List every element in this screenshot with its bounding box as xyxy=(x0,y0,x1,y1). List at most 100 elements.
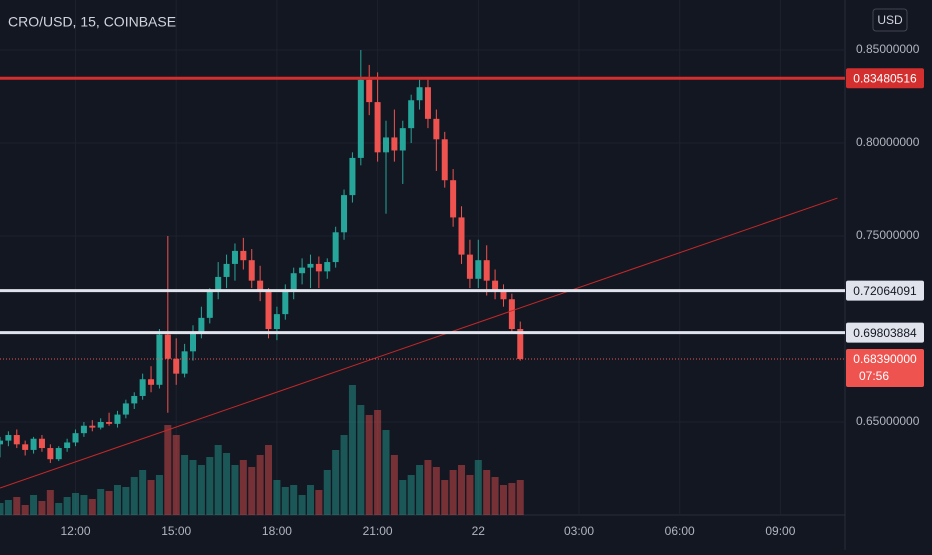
volume-bar xyxy=(357,405,365,515)
candle-body xyxy=(106,422,113,424)
currency-label[interactable]: USD xyxy=(877,13,903,27)
candle-body xyxy=(198,317,205,333)
currency-button[interactable] xyxy=(872,8,908,32)
candle-body xyxy=(458,217,465,255)
volume-bar xyxy=(340,435,348,515)
candle-body xyxy=(307,263,314,268)
grid xyxy=(0,0,845,515)
volume-bar xyxy=(38,501,46,515)
candle-body xyxy=(257,280,264,292)
volume-bar xyxy=(424,460,432,515)
volume-bar xyxy=(172,435,180,515)
candle-body xyxy=(64,442,71,449)
volume-bar xyxy=(30,495,38,515)
volume-bar xyxy=(248,467,256,515)
candle-body xyxy=(231,250,238,264)
volume-bar xyxy=(441,480,449,515)
volume-bar xyxy=(374,410,382,515)
candle-body xyxy=(206,291,213,318)
volume-bar xyxy=(139,470,147,515)
candle-body xyxy=(424,87,431,119)
y-tick-label: 0.80000000 xyxy=(856,135,920,149)
line-layer xyxy=(0,76,845,489)
volume-bar xyxy=(231,465,239,515)
volume-bar xyxy=(72,493,80,515)
candle-body xyxy=(466,254,473,279)
price-label-box xyxy=(846,322,924,343)
candle-body xyxy=(173,358,180,374)
candle-body xyxy=(114,414,121,424)
volume-bar xyxy=(97,489,105,515)
volume-bar xyxy=(382,430,390,515)
candle-body xyxy=(324,262,331,272)
candle-body xyxy=(148,379,155,385)
price-label-box xyxy=(846,280,924,301)
volume-layer xyxy=(0,385,524,515)
x-tick-label: 22 xyxy=(472,524,486,538)
candle-body xyxy=(282,291,289,315)
volume-bar xyxy=(332,450,340,515)
volume-bar xyxy=(432,467,440,515)
volume-bar xyxy=(474,460,482,515)
volume-bar xyxy=(499,485,507,515)
chart-title: CRO/USD, 15, COINBASE xyxy=(8,14,176,30)
price-label: 0.83480516 xyxy=(853,71,917,85)
candle-body xyxy=(122,403,129,415)
volume-bar xyxy=(399,480,407,515)
volume-bar xyxy=(390,455,398,515)
candle-body xyxy=(341,195,348,233)
candle-body xyxy=(22,444,29,450)
candle-body xyxy=(349,157,356,196)
candle-body xyxy=(273,314,280,330)
candle-body xyxy=(240,250,247,261)
y-tick-label: 0.85000000 xyxy=(856,42,920,56)
candle-body xyxy=(357,79,364,158)
volume-bar xyxy=(122,487,130,515)
candle-body xyxy=(290,273,297,292)
candle-body xyxy=(399,128,406,151)
candle-body xyxy=(189,332,196,352)
candle-body xyxy=(223,263,230,277)
volume-bar xyxy=(13,497,21,515)
candle-body xyxy=(366,79,373,103)
volume-bar xyxy=(4,500,12,515)
volume-bar xyxy=(214,445,222,515)
candle-body xyxy=(215,276,222,292)
x-tick-label: 03:00 xyxy=(564,524,594,538)
volume-bar xyxy=(239,460,247,515)
candle-body xyxy=(441,139,448,181)
candle-body xyxy=(492,280,499,290)
volume-bar xyxy=(46,490,54,515)
volume-bar xyxy=(315,490,323,515)
candle-body xyxy=(483,260,490,281)
volume-bar xyxy=(130,477,138,515)
x-tick-label: 21:00 xyxy=(363,524,393,538)
candle-body xyxy=(475,260,482,279)
candle-body xyxy=(164,334,171,359)
candle-body xyxy=(5,435,12,441)
volume-bar xyxy=(483,470,491,515)
volume-bar xyxy=(516,480,524,515)
candle-body xyxy=(332,232,339,263)
price-label-box xyxy=(846,68,924,89)
candle-body xyxy=(299,267,306,274)
candle-body xyxy=(139,379,146,396)
candle-body xyxy=(374,102,381,153)
volume-bar xyxy=(181,455,189,515)
last-price-label: 0.68390000 xyxy=(853,352,917,366)
candle-body xyxy=(47,448,54,460)
candle-layer xyxy=(0,50,524,463)
volume-bar xyxy=(63,497,71,515)
y-tick-label: 0.65000000 xyxy=(856,414,920,428)
candle-body xyxy=(382,137,389,153)
volume-bar xyxy=(189,460,197,515)
candle-body xyxy=(265,291,272,330)
volume-bar xyxy=(416,465,424,515)
countdown-label: 07:56 xyxy=(859,369,889,383)
volume-bar xyxy=(281,487,289,515)
x-tick-label: 18:00 xyxy=(262,524,292,538)
volume-bar xyxy=(491,477,499,515)
volume-bar xyxy=(155,475,163,515)
candle-body xyxy=(97,422,104,428)
